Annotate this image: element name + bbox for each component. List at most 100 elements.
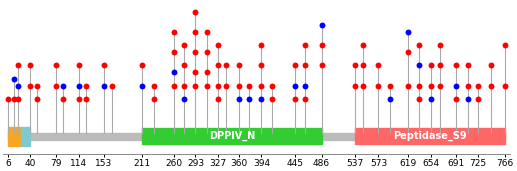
Point: [170, 30, 178, 33]
Point: [385, 84, 393, 87]
Text: DPPIV_N: DPPIV_N: [209, 131, 255, 141]
Point: [170, 71, 178, 74]
Point: [179, 98, 188, 101]
Point: [59, 98, 67, 101]
Point: [214, 98, 222, 101]
Point: [179, 64, 188, 67]
Point: [10, 98, 18, 101]
Point: [235, 64, 244, 67]
Text: Peptidase_S9: Peptidase_S9: [393, 131, 466, 141]
Point: [100, 64, 108, 67]
Point: [464, 84, 472, 87]
Point: [268, 84, 276, 87]
Point: [203, 71, 211, 74]
Point: [203, 51, 211, 53]
Point: [451, 84, 460, 87]
Point: [436, 44, 445, 47]
Point: [268, 98, 276, 101]
Point: [257, 98, 266, 101]
Point: [26, 84, 34, 87]
Point: [464, 64, 472, 67]
Point: [351, 84, 359, 87]
Point: [404, 30, 413, 33]
Point: [191, 71, 200, 74]
Point: [474, 84, 482, 87]
Point: [291, 98, 299, 101]
Point: [317, 44, 326, 47]
Point: [500, 44, 509, 47]
Point: [245, 98, 253, 101]
Point: [359, 44, 368, 47]
Point: [222, 84, 231, 87]
Point: [82, 84, 90, 87]
Point: [300, 64, 309, 67]
Point: [33, 98, 41, 101]
Point: [138, 84, 146, 87]
Point: [52, 84, 60, 87]
Point: [108, 84, 116, 87]
Point: [451, 98, 460, 101]
Point: [191, 10, 200, 13]
Point: [257, 64, 266, 67]
Point: [150, 84, 159, 87]
Point: [33, 84, 41, 87]
Point: [404, 51, 413, 53]
Point: [436, 84, 445, 87]
Point: [26, 64, 34, 67]
Point: [203, 84, 211, 87]
Point: [351, 64, 359, 67]
Point: [138, 64, 146, 67]
Point: [203, 30, 211, 33]
Point: [317, 64, 326, 67]
Point: [415, 64, 423, 67]
Point: [74, 98, 83, 101]
Point: [4, 98, 12, 101]
Point: [474, 98, 482, 101]
Point: [82, 98, 90, 101]
Point: [191, 30, 200, 33]
Point: [291, 64, 299, 67]
Point: [179, 44, 188, 47]
Point: [10, 77, 18, 80]
Point: [257, 84, 266, 87]
Point: [59, 84, 67, 87]
Point: [359, 64, 368, 67]
Point: [300, 44, 309, 47]
Point: [235, 84, 244, 87]
Point: [14, 84, 23, 87]
Point: [214, 64, 222, 67]
Point: [222, 64, 231, 67]
Point: [291, 84, 299, 87]
Point: [374, 64, 383, 67]
Point: [74, 64, 83, 67]
Point: [214, 44, 222, 47]
Point: [317, 24, 326, 26]
Point: [486, 84, 495, 87]
Point: [179, 84, 188, 87]
Point: [170, 84, 178, 87]
Point: [427, 64, 435, 67]
Point: [415, 98, 423, 101]
Point: [427, 84, 435, 87]
Point: [404, 84, 413, 87]
Point: [150, 98, 159, 101]
Point: [415, 84, 423, 87]
Point: [191, 84, 200, 87]
Point: [359, 84, 368, 87]
Point: [486, 64, 495, 67]
Point: [100, 84, 108, 87]
Point: [191, 51, 200, 53]
Point: [257, 44, 266, 47]
Point: [500, 84, 509, 87]
Point: [427, 98, 435, 101]
Point: [14, 64, 23, 67]
Point: [385, 98, 393, 101]
Point: [74, 84, 83, 87]
Point: [374, 84, 383, 87]
Point: [52, 64, 60, 67]
Point: [214, 84, 222, 87]
Point: [235, 98, 244, 101]
Point: [170, 51, 178, 53]
Point: [464, 98, 472, 101]
Point: [300, 84, 309, 87]
